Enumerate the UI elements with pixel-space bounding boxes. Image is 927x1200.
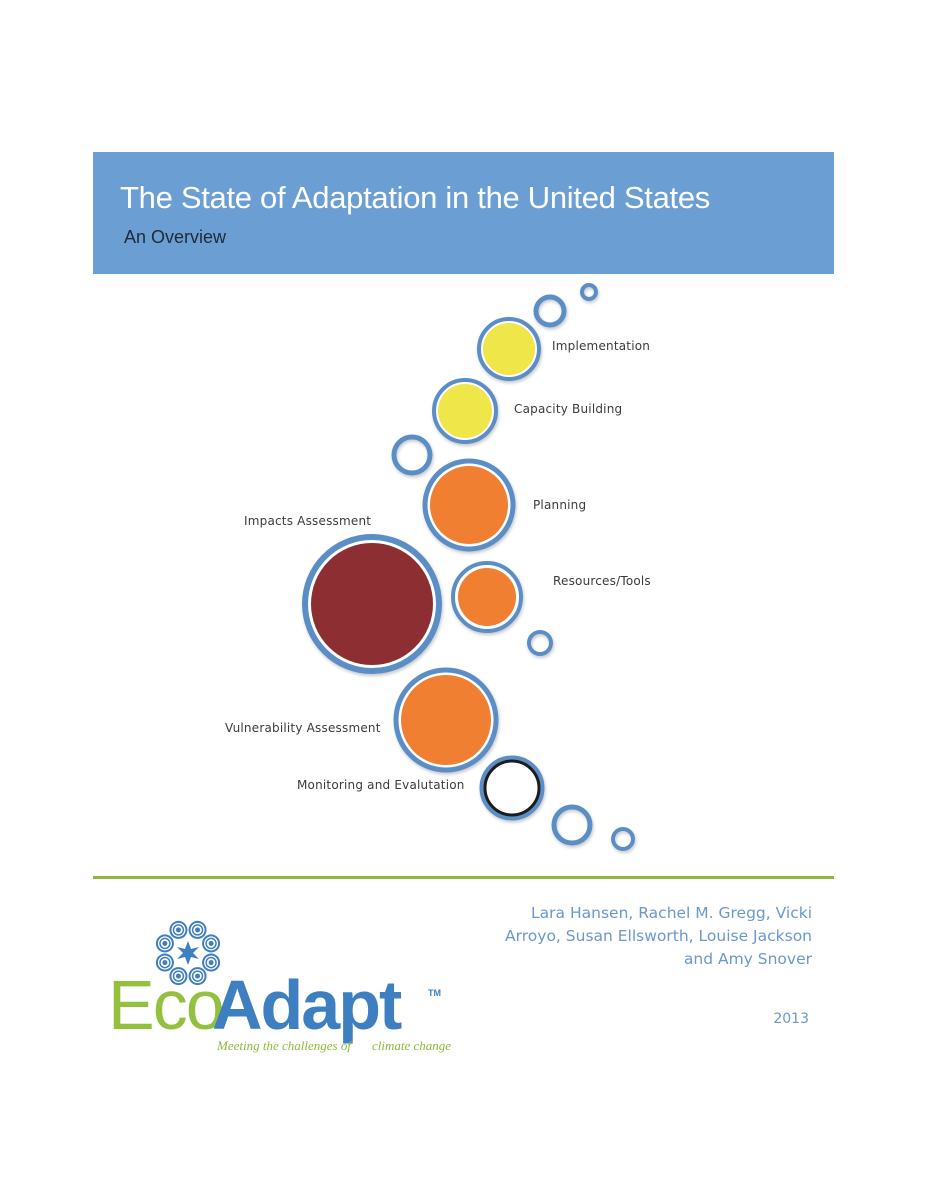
label-vulnerability-assessment: Vulnerability Assessment [225,721,381,735]
monitoring-evaluation-bubble [479,755,545,821]
label-resources-tools: Resources/Tools [553,574,651,588]
adaptation-bubble-graphic [302,283,635,851]
label-planning: Planning [533,498,587,512]
planning-bubble [422,458,516,552]
logo-wordmark-eco: Eco [108,966,225,1044]
label-monitoring-evaluation: Monitoring and Evalutation [297,778,465,792]
logo-tagline-part1: Meeting the challenges of [217,1038,351,1053]
logo-tagline-part2: climate change [372,1038,452,1053]
resources-tools-bubble [451,561,523,633]
implementation-bubble [477,317,541,381]
document-subtitle: An Overview [124,227,227,247]
author-line: Arroyo, Susan Ellsworth, Louise Jackson [505,927,812,945]
author-line: and Amy Snover [683,950,812,968]
document-title: The State of Adaptation in the United St… [120,180,710,215]
decorative-ring [391,283,635,851]
publication-year: 2013 [773,1011,809,1027]
ecoadapt-flower-icon [155,920,221,986]
capacity-building-bubble [432,378,498,444]
vulnerability-assessment-bubble [393,667,499,773]
trademark-symbol: TM [428,988,441,998]
label-impacts-assessment: Impacts Assessment [244,514,372,528]
logo-wordmark-adapt: Adapt [212,966,402,1044]
author-line: Lara Hansen, Rachel M. Gregg, Vicki [531,904,812,922]
impacts-assessment-bubble [302,534,442,674]
author-list: Lara Hansen, Rachel M. Gregg, Vicki Arro… [432,902,812,971]
label-capacity-building: Capacity Building [514,402,623,416]
section-divider [93,876,834,879]
title-banner: The State of Adaptation in the United St… [93,152,834,274]
ecoadapt-logo: Eco Adapt TM Meeting the challenges of c… [100,912,460,1062]
label-implementation: Implementation [552,339,651,353]
